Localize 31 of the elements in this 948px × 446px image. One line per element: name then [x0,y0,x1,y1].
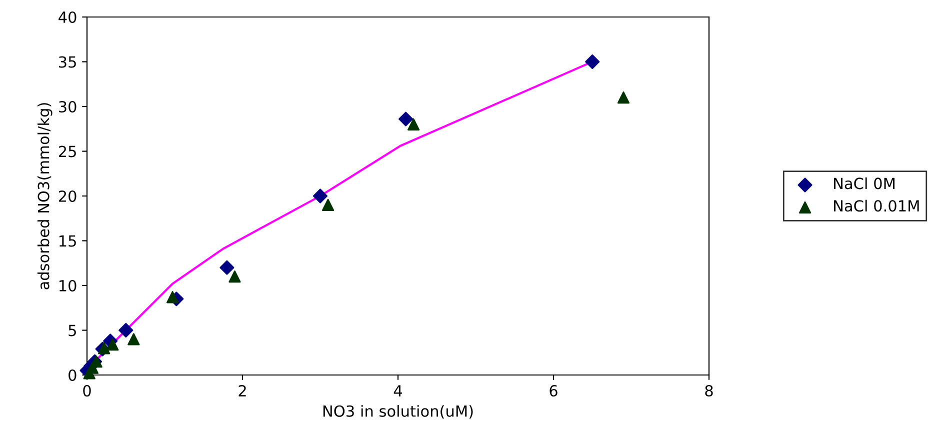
point [312,188,328,204]
point [617,91,630,104]
y-tick-label: 5 [68,324,76,336]
y-tick-label: 35 [59,56,76,68]
y-tick-label: 20 [58,190,76,202]
y-tick-label: 25 [58,146,76,158]
point [407,118,420,130]
y-tick-label: 40 [58,11,76,24]
x-tick-label: 0 [83,384,91,397]
y-tick-label: 15 [60,235,76,247]
point [106,338,119,351]
y-tick-label: 0 [68,369,76,382]
point [322,198,334,212]
x-tick-label: 4 [394,385,402,396]
x-axis-title: NO3 in solution(uM) [323,405,473,419]
y-axis-title: adsorbed NO3(mmol/kg) [37,103,52,290]
point [118,322,134,338]
legend-label: NaCl 0M [834,177,894,190]
x-tick-label: 8 [705,384,713,397]
point [128,333,140,346]
point [228,270,241,283]
point [398,112,414,126]
point [98,342,110,354]
y-tick-label: 10 [60,280,76,292]
y-tick-label: 30 [59,100,76,113]
point [166,291,179,304]
point [585,54,600,70]
point [220,260,234,275]
x-tick-label: 2 [238,384,246,396]
x-tick-label: 6 [550,384,558,397]
legend-label: NaCl 0.01M [834,200,919,212]
